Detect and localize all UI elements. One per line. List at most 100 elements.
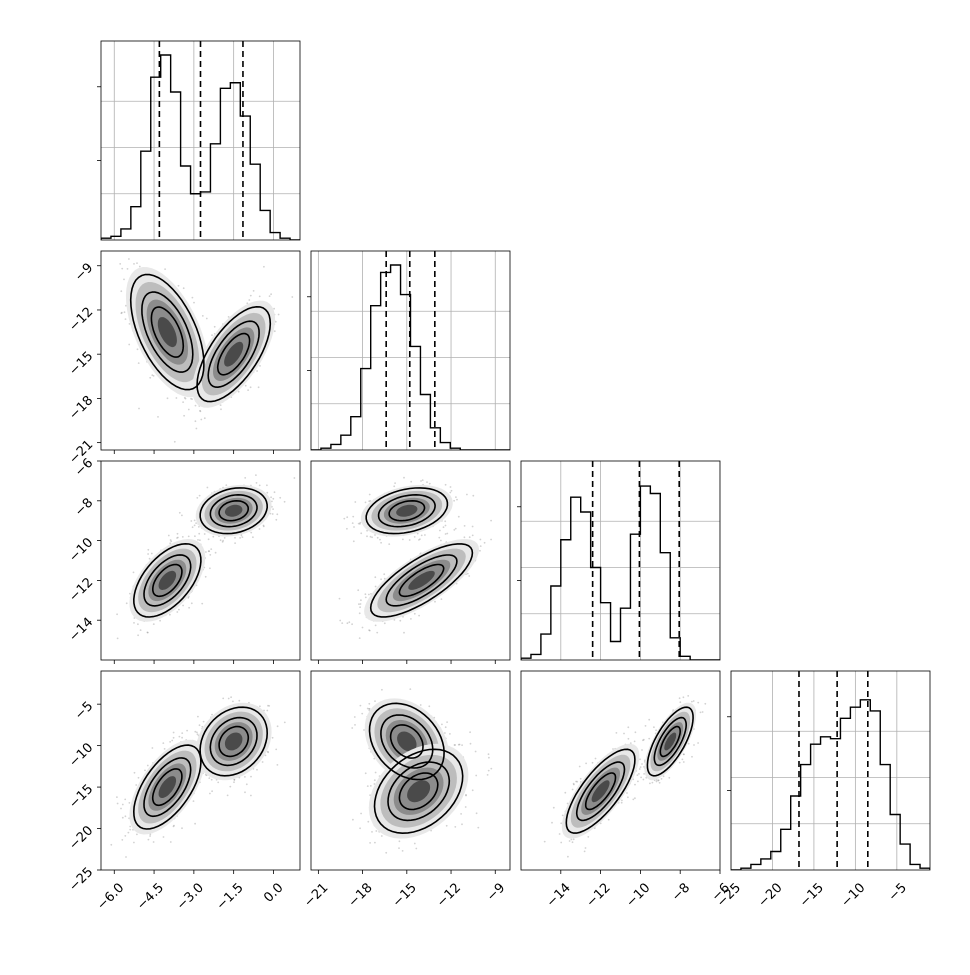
sample-point	[455, 496, 457, 498]
panel-content	[110, 696, 285, 858]
sample-point	[420, 480, 422, 482]
sample-point	[228, 698, 230, 700]
sample-point	[203, 721, 205, 723]
sample-point	[182, 605, 184, 607]
sample-point	[402, 539, 404, 541]
sample-point	[224, 537, 226, 539]
sample-point	[233, 781, 235, 783]
sample-point	[256, 769, 258, 771]
sample-point	[174, 441, 176, 443]
sample-point	[274, 491, 276, 493]
sample-point	[93, 256, 95, 258]
sample-point	[195, 405, 197, 407]
sample-point	[453, 529, 455, 531]
sample-point	[164, 748, 166, 750]
sample-point	[128, 344, 130, 346]
sample-point	[352, 516, 354, 518]
sample-point	[188, 536, 190, 538]
sample-point	[456, 499, 458, 501]
sample-point	[149, 835, 151, 837]
sample-point	[225, 484, 227, 486]
sample-point	[238, 391, 240, 393]
sample-point	[177, 537, 179, 539]
sample-point	[211, 779, 213, 781]
sample-point	[147, 765, 149, 767]
sample-point	[149, 558, 151, 560]
sample-point	[368, 500, 370, 502]
sample-point	[194, 731, 196, 733]
sample-point	[199, 539, 201, 541]
sample-point	[270, 293, 272, 295]
sample-point	[129, 593, 131, 595]
sample-point	[204, 533, 206, 535]
sample-point	[136, 834, 138, 836]
sample-point	[183, 415, 185, 417]
sample-point	[346, 528, 348, 530]
sample-point	[133, 572, 135, 574]
sample-point	[365, 502, 367, 504]
sample-point	[272, 737, 274, 739]
sample-point	[291, 296, 293, 298]
sample-point	[178, 285, 180, 287]
sample-point	[153, 841, 155, 843]
sample-point	[173, 737, 175, 739]
sample-point	[138, 362, 140, 364]
sample-point	[144, 770, 146, 772]
sample-point	[238, 700, 240, 702]
sample-point	[399, 620, 401, 622]
sample-point	[359, 522, 361, 524]
sample-point	[450, 486, 452, 488]
sample-point	[284, 722, 286, 724]
sample-point	[259, 528, 261, 530]
sample-point	[167, 397, 169, 399]
sample-point	[362, 627, 364, 629]
sample-point	[250, 295, 252, 297]
sample-point	[176, 611, 178, 613]
panel-2-2	[517, 461, 720, 660]
sample-point	[173, 732, 175, 734]
sample-point	[234, 537, 236, 539]
sample-point	[244, 791, 246, 793]
sample-point	[220, 539, 222, 541]
sample-point	[176, 397, 178, 399]
sample-point	[403, 477, 405, 479]
sample-point	[250, 795, 252, 797]
sample-point	[137, 623, 139, 625]
sample-point	[183, 287, 185, 289]
sample-point	[445, 484, 447, 486]
sample-point	[410, 481, 412, 483]
sample-point	[199, 495, 201, 497]
sample-point	[233, 779, 235, 781]
sample-point	[374, 576, 376, 578]
sample-point	[358, 523, 360, 525]
sample-point	[139, 266, 141, 268]
sample-point	[177, 533, 179, 535]
sample-point	[244, 477, 246, 479]
sample-point	[128, 258, 130, 260]
sample-point	[169, 542, 171, 544]
sample-point	[125, 856, 127, 858]
sample-point	[380, 542, 382, 544]
sample-point	[162, 742, 164, 744]
sample-point	[127, 268, 129, 270]
sample-point	[259, 296, 261, 298]
sample-point	[377, 537, 379, 539]
sample-point	[444, 520, 446, 522]
sample-point	[245, 385, 247, 387]
sample-point	[133, 263, 135, 265]
sample-point	[259, 485, 261, 487]
sample-point	[267, 751, 269, 753]
sample-point	[138, 408, 140, 410]
sample-point	[110, 844, 112, 846]
sample-point	[211, 790, 213, 792]
sample-point	[181, 732, 183, 734]
sample-point	[120, 290, 122, 292]
sample-point	[201, 603, 203, 605]
sample-point	[197, 539, 199, 541]
sample-point	[194, 823, 196, 825]
sample-point	[446, 533, 448, 535]
sample-point	[229, 786, 231, 788]
sample-point	[208, 550, 210, 552]
sample-point	[123, 279, 125, 281]
sample-point	[370, 536, 372, 538]
